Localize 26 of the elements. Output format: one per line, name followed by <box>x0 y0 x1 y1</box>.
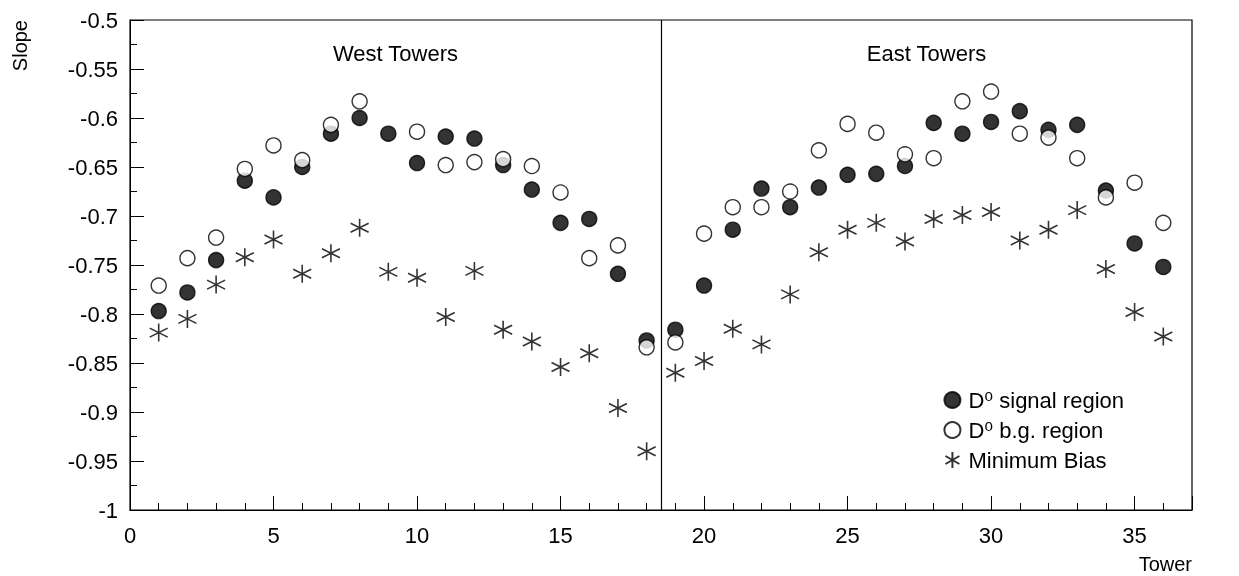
y-tick-label: -1 <box>98 497 118 523</box>
annotation: East Towers <box>866 40 987 66</box>
x-tick-label: 5 <box>267 522 280 548</box>
y-tick-label: -0.95 <box>67 448 118 474</box>
y-tick-label: -0.7 <box>80 203 118 229</box>
x-tick-label: 20 <box>691 522 717 548</box>
y-tick-label: -0.5 <box>80 7 118 33</box>
y-tick-label: -0.85 <box>67 350 118 376</box>
y-tick-label: -0.65 <box>67 154 118 180</box>
x-tick-label: 30 <box>978 522 1004 548</box>
y-tick-label: -0.9 <box>80 399 118 425</box>
y-tick-label: -0.75 <box>67 252 118 278</box>
legend-label: D⁰ signal region <box>968 387 1125 413</box>
y-tick-label: -0.8 <box>80 301 118 327</box>
x-axis-title: Tower <box>1138 553 1193 575</box>
y-tick-label: -0.55 <box>67 56 118 82</box>
x-tick-label: 15 <box>548 522 573 548</box>
annotation: West Towers <box>332 40 459 66</box>
x-tick-label: 35 <box>1122 522 1147 548</box>
x-tick-label: 10 <box>404 522 430 548</box>
y-axis-title: Slope <box>9 20 31 72</box>
y-tick-label: -0.6 <box>80 105 118 131</box>
x-tick-label: 0 <box>123 522 137 548</box>
legend-label: D⁰ b.g. region <box>968 417 1104 443</box>
x-tick-label: 25 <box>835 522 860 548</box>
legend-label: Minimum Bias <box>968 447 1107 473</box>
